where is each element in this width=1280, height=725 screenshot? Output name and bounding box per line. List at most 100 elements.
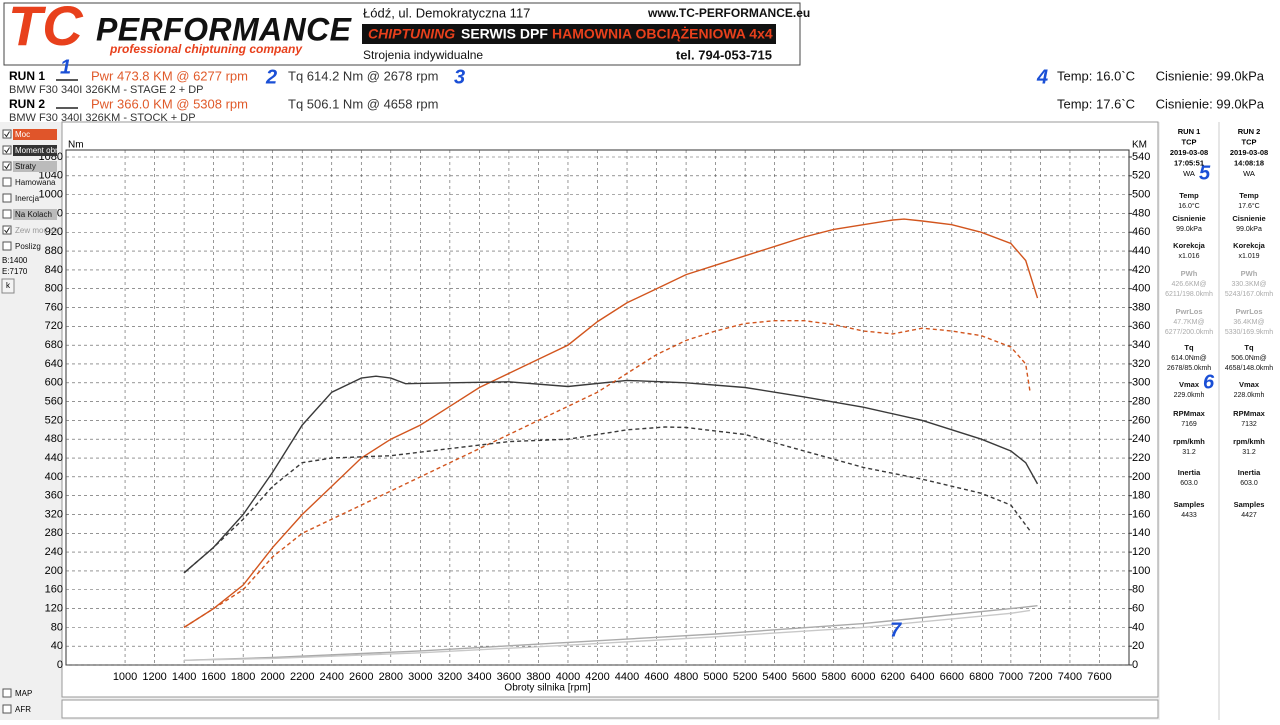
info-label: RPMmax [1233,409,1266,418]
x-tick-label: 1000 [113,671,137,683]
end-rpm: E:7170 [2,267,28,276]
info-value: 4427 [1241,512,1257,519]
y-tick-label: 640 [45,358,63,370]
info-value: 2678/85.0kmh [1167,365,1211,372]
x-tick-label: 7000 [999,671,1023,683]
plot-area [65,149,1130,666]
x-tick-label: 5200 [733,671,757,683]
run-temp: Temp: 16.0`C [1057,68,1135,83]
checkbox[interactable] [2,704,12,714]
annotation: 5 [1199,162,1211,184]
y-tick-label: 800 [45,283,63,295]
info-value: 4658/148.0kmh [1225,365,1273,372]
x-tick-label: 1600 [201,671,225,683]
info-header: RUN 2 [1238,127,1261,136]
x-tick-label: 2400 [320,671,344,683]
status-bar [61,699,1159,719]
info-value: 228.0kmh [1234,392,1265,399]
series-line [183,426,1031,574]
series-line [183,218,1039,628]
annotation: 7 [890,619,902,641]
info-value: 16.0°C [1178,202,1199,210]
checkbox-label[interactable]: Zew moc str [15,226,59,235]
checkbox[interactable] [2,209,12,219]
checkbox-label[interactable]: Poslizg [15,242,41,251]
checkbox-label[interactable]: Na Kolach [15,210,52,219]
y2-tick-label: 300 [1132,377,1150,389]
logo-name: PERFORMANCE [96,11,353,47]
y2-tick-label: 80 [1132,584,1144,596]
button[interactable] [1,278,15,294]
info-header: TCP [1182,137,1197,146]
checkmark [4,131,10,138]
checkbox-label[interactable]: MAP [15,689,32,698]
info-label: Vmax [1179,380,1200,389]
checkbox-label[interactable]: Moment obr. [15,146,59,155]
y2-tick-label: 420 [1132,264,1150,276]
checkbox[interactable] [2,225,12,235]
x-tick-label: 4000 [556,671,580,683]
y2-tick-label: 240 [1132,433,1150,445]
checkbox[interactable] [2,129,12,139]
y2-tick-label: 520 [1132,170,1150,182]
checkbox[interactable] [2,161,12,171]
checkbox-label[interactable]: Hamowana [15,178,56,187]
info-value: 5330/169.9kmh [1225,329,1273,336]
y-tick-label: 360 [45,490,63,502]
x-tick-label: 7200 [1028,671,1052,683]
checkbox-label[interactable]: Straty [15,162,36,171]
info-header: TCP [1242,137,1257,146]
run-torque: Tq 506.1 Nm @ 4658 rpm [288,96,438,111]
checkbox[interactable] [2,241,12,251]
info-value: 6277/200.0kmh [1165,329,1213,336]
y-tick-label: 480 [45,433,63,445]
y-tick-label: 1000 [39,189,63,201]
y-tick-label: 560 [45,395,63,407]
series-line [183,320,1031,628]
x-tick-label: 2200 [290,671,314,683]
button-label[interactable]: k [6,281,11,290]
checkbox[interactable] [2,688,12,698]
checkbox-label[interactable]: Inercja [15,194,40,203]
y2-tick-label: 320 [1132,358,1150,370]
x-tick-label: 2800 [379,671,403,683]
checkbox-label[interactable]: Moc [15,130,30,139]
y-axis-title: Nm [68,140,84,151]
info-value: 31.2 [1182,449,1196,456]
y2-tick-label: 100 [1132,565,1150,577]
x-tick-label: 1200 [142,671,166,683]
info-label: Korekcja [1233,241,1266,250]
info-value: 47.7KM@ [1173,319,1204,326]
y2-tick-label: 20 [1132,640,1144,652]
y-tick-label: 880 [45,245,63,257]
sidebar: Moc Moment obr. Straty Hamowana Inercja Na Ko… [1,129,59,714]
y2-tick-label: 440 [1132,245,1150,257]
x-tick-label: 6000 [851,671,875,683]
run-temp: Temp: 17.6`C [1057,96,1135,111]
info-value: 7132 [1241,421,1257,428]
y2-tick-label: 40 [1132,621,1144,633]
checkbox-label-bg [13,161,57,172]
y2-tick-label: 540 [1132,151,1150,163]
checkbox[interactable] [2,145,12,155]
x-tick-label: 7600 [1087,671,1111,683]
checkbox[interactable] [2,177,12,187]
info-panel: RUN 1TCP2019-03-0817:05:51WATemp16.0°CCi… [1165,127,1273,519]
y2-tick-label: 460 [1132,226,1150,238]
checkbox-label[interactable]: AFR [15,705,31,714]
info-value: 99.0kPa [1236,226,1262,233]
checkmark [4,163,10,170]
checkbox[interactable] [2,193,12,203]
info-panel-bg [1160,122,1280,720]
y-tick-label: 720 [45,320,63,332]
y-tick-label: 200 [45,565,63,577]
info-label: Cisnienie [1172,214,1205,223]
info-value: 603.0 [1180,480,1198,487]
info-header: WA [1243,169,1255,178]
y2-tick-label: 480 [1132,207,1150,219]
info-value: 603.0 [1240,480,1258,487]
x-tick-label: 6600 [940,671,964,683]
info-value: 31.2 [1242,449,1256,456]
info-value: 5243/167.0kmh [1225,291,1273,298]
info-label: Korekcja [1173,241,1206,250]
